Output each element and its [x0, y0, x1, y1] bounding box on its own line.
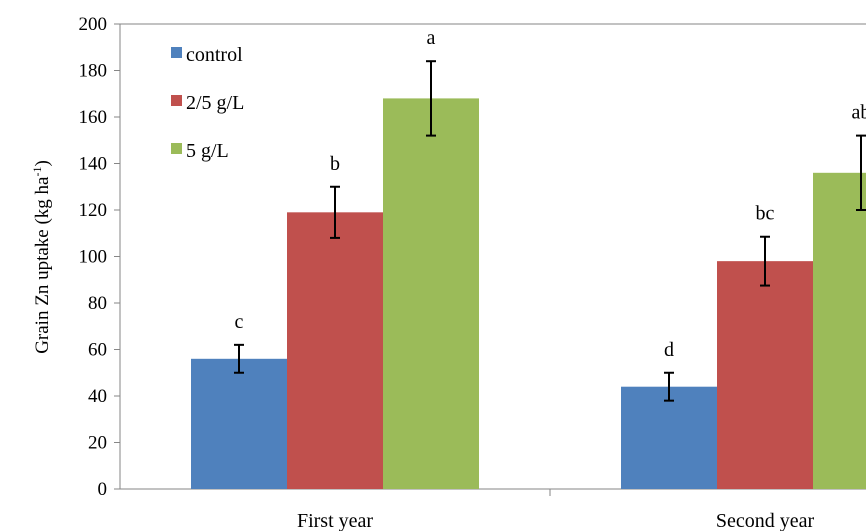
legend-label: 2/5 g/L	[186, 92, 244, 114]
axes: 0 20 40 60 80 100 120 140 160 180 200 First year Sec…	[79, 14, 866, 531]
bar	[621, 386, 717, 489]
bar	[383, 98, 479, 490]
bar	[813, 172, 866, 490]
significance-letter: bc	[756, 203, 775, 225]
y-tick-label: 180	[79, 61, 108, 82]
legend-label: control	[186, 44, 243, 66]
y-tick-label: 40	[88, 386, 107, 407]
bar	[191, 358, 287, 489]
legend: control 2/5 g/L 5 g/L	[171, 44, 244, 162]
y-tick-label: 100	[79, 247, 108, 268]
significance-letter: d	[664, 339, 674, 361]
y-tick-label: 0	[98, 479, 108, 500]
error-bars-layer	[234, 60, 866, 402]
y-tick-label: 60	[88, 340, 107, 361]
significance-letter: c	[235, 311, 244, 333]
x-category-label: First year	[297, 510, 373, 531]
bars-layer	[191, 98, 866, 490]
y-tick-label: 200	[79, 14, 108, 35]
y-axis-title-suffix: )	[32, 160, 53, 166]
y-tick-label: 20	[88, 433, 107, 454]
bar	[717, 261, 813, 489]
legend-swatch	[171, 95, 182, 106]
y-tick-label: 120	[79, 200, 108, 221]
svg-text:Grain Zn uptake (kg ha-1): Grain Zn uptake (kg ha-1)	[30, 160, 53, 354]
y-axis-title-superscript: -1	[30, 167, 44, 177]
y-axis-title-text: Grain Zn uptake (kg ha	[32, 176, 53, 354]
y-tick-label: 80	[88, 293, 107, 314]
significance-letter: b	[330, 153, 340, 175]
legend-swatch	[171, 143, 182, 154]
legend-swatch	[171, 47, 182, 58]
bar	[287, 212, 383, 489]
x-category-label: Second year	[716, 510, 815, 531]
y-axis-title: Grain Zn uptake (kg ha-1)	[30, 160, 53, 354]
significance-letter: ab	[852, 102, 866, 124]
y-tick-label: 140	[79, 154, 108, 175]
y-tick-label: 160	[79, 107, 108, 128]
significance-letter: a	[427, 27, 436, 49]
significance-letters-layer: c b a d bc ab	[235, 27, 866, 361]
legend-label: 5 g/L	[186, 140, 229, 162]
